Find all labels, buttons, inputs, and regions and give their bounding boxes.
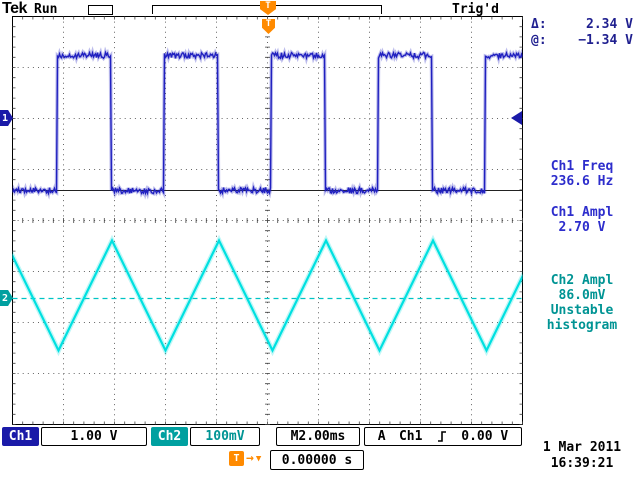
trigger-readout: A Ch1 0.00 V (364, 427, 522, 446)
measurement-label: Ch1 Ampl (550, 205, 614, 220)
measurement-value: 2.70 V (558, 220, 606, 235)
ch1-badge: Ch1 (2, 427, 39, 446)
trigger-point-flag-icon: T (262, 19, 275, 34)
timebase-readout: M2.00ms (276, 427, 360, 446)
date-value: 1 Mar 2011 (542, 440, 622, 455)
measurement-ch1-freq: Ch1 Freq 236.6 Hz (527, 159, 637, 189)
delay-time-value: 0.00000 s (281, 452, 353, 468)
measurement-note-1: Unstable (550, 303, 614, 318)
trigger-status: Trig'd (452, 2, 499, 17)
ch1-marker-label: 1 (2, 112, 9, 124)
delay-arrow-icon: → (246, 451, 254, 466)
ch2-scale-readout: 100mV (190, 427, 260, 446)
ch1-scale-value: 1.00 V (70, 429, 118, 444)
ch2-badge: Ch2 (151, 427, 188, 446)
datetime-readout: 1 Mar 2011 16:39:21 (527, 440, 637, 472)
cursor-delta-value: 2.34 V (586, 17, 633, 32)
trigger-level-arrow-icon (511, 111, 522, 125)
delay-indicator: T → ▼ (229, 451, 261, 466)
ch2-marker-label: 2 (2, 292, 9, 304)
time-value: 16:39:21 (550, 456, 614, 471)
trigger-position-label: T (265, 1, 271, 11)
trigger-point-label: T (265, 19, 272, 29)
cursor-readout: Δ: 2.34 V @: −1.34 V (531, 17, 633, 49)
ch1-position-marker: 1 (0, 110, 13, 126)
rising-edge-icon (437, 431, 446, 442)
cursor-at-label: @: (531, 33, 547, 48)
cursor-at-row: @: −1.34 V (531, 33, 633, 49)
ch1-scale-readout: 1.00 V (41, 427, 147, 446)
ch2-scale-value: 100mV (205, 429, 245, 444)
measurement-ch2-ampl: Ch2 Ampl 86.0mV Unstable histogram (527, 273, 637, 333)
measurement-label: Ch2 Ampl (550, 273, 614, 288)
measurement-value: 86.0mV (558, 288, 606, 303)
trigger-level-value: 0.00 V (461, 429, 509, 444)
cursor-delta-label: Δ: (531, 17, 547, 32)
timebase-value: M2.00ms (290, 429, 346, 444)
delay-trigger-icon: T (229, 451, 244, 466)
tek-logo: Tek (2, 0, 27, 17)
measurement-value: 236.6 Hz (550, 174, 614, 189)
acq-mode-label: A (377, 429, 386, 444)
trigger-position-marker-icon: T (260, 1, 276, 15)
measurement-note-2: histogram (546, 318, 618, 333)
cursor-delta-row: Δ: 2.34 V (531, 17, 633, 33)
measurement-label: Ch1 Freq (550, 159, 614, 174)
trigger-source-label: Ch1 (398, 429, 423, 444)
measurement-ch1-ampl: Ch1 Ampl 2.70 V (527, 205, 637, 235)
cursor-at-value: −1.34 V (578, 33, 633, 48)
delay-pointer-icon: ▼ (255, 453, 262, 464)
delay-time-readout: 0.00000 s (270, 450, 364, 470)
acquisition-state: Run (34, 2, 58, 17)
ch2-position-marker: 2 (0, 290, 13, 306)
